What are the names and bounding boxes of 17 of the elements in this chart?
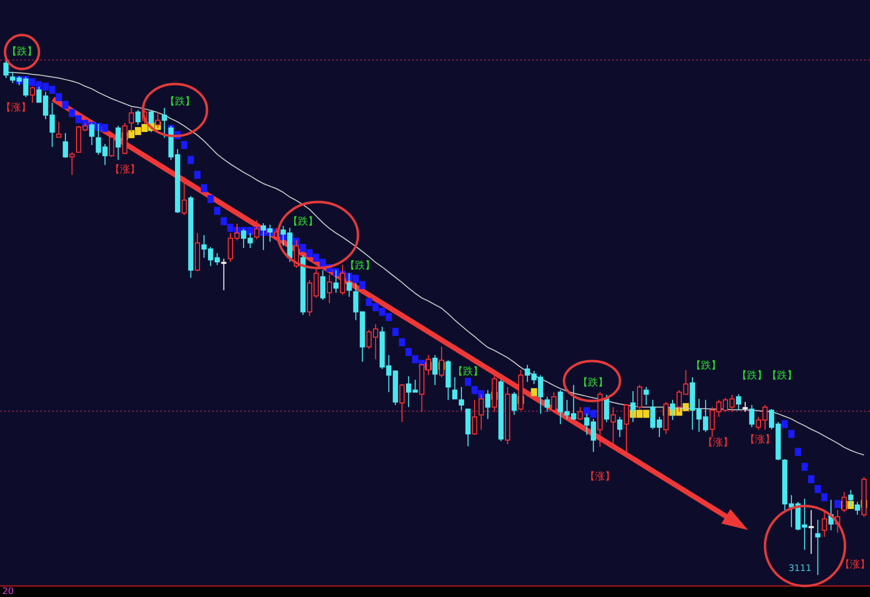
annotation: 3111 — [788, 564, 812, 574]
annotation: 【涨】 — [110, 164, 140, 176]
annotation: 【涨】 — [703, 436, 733, 448]
annotation: 【涨】 — [840, 558, 870, 570]
annotation: 【涨】 — [585, 470, 615, 482]
annotation: 【跌】 — [453, 366, 483, 378]
annotation: 【涨】 — [745, 434, 775, 446]
annotation: 【跌】 — [737, 370, 767, 382]
text: 20 — [2, 587, 14, 597]
annotation: 【涨】 — [1, 102, 31, 114]
annotation: 【跌】 — [345, 260, 375, 272]
annotation: 【跌】 — [288, 216, 318, 228]
annotation: 【跌】 — [767, 370, 797, 382]
annotation: 【跌】 — [165, 96, 195, 108]
annotation: 【跌】 — [578, 376, 608, 388]
annotation: 【跌】 — [691, 360, 721, 372]
text: 【跌】 — [7, 46, 37, 58]
